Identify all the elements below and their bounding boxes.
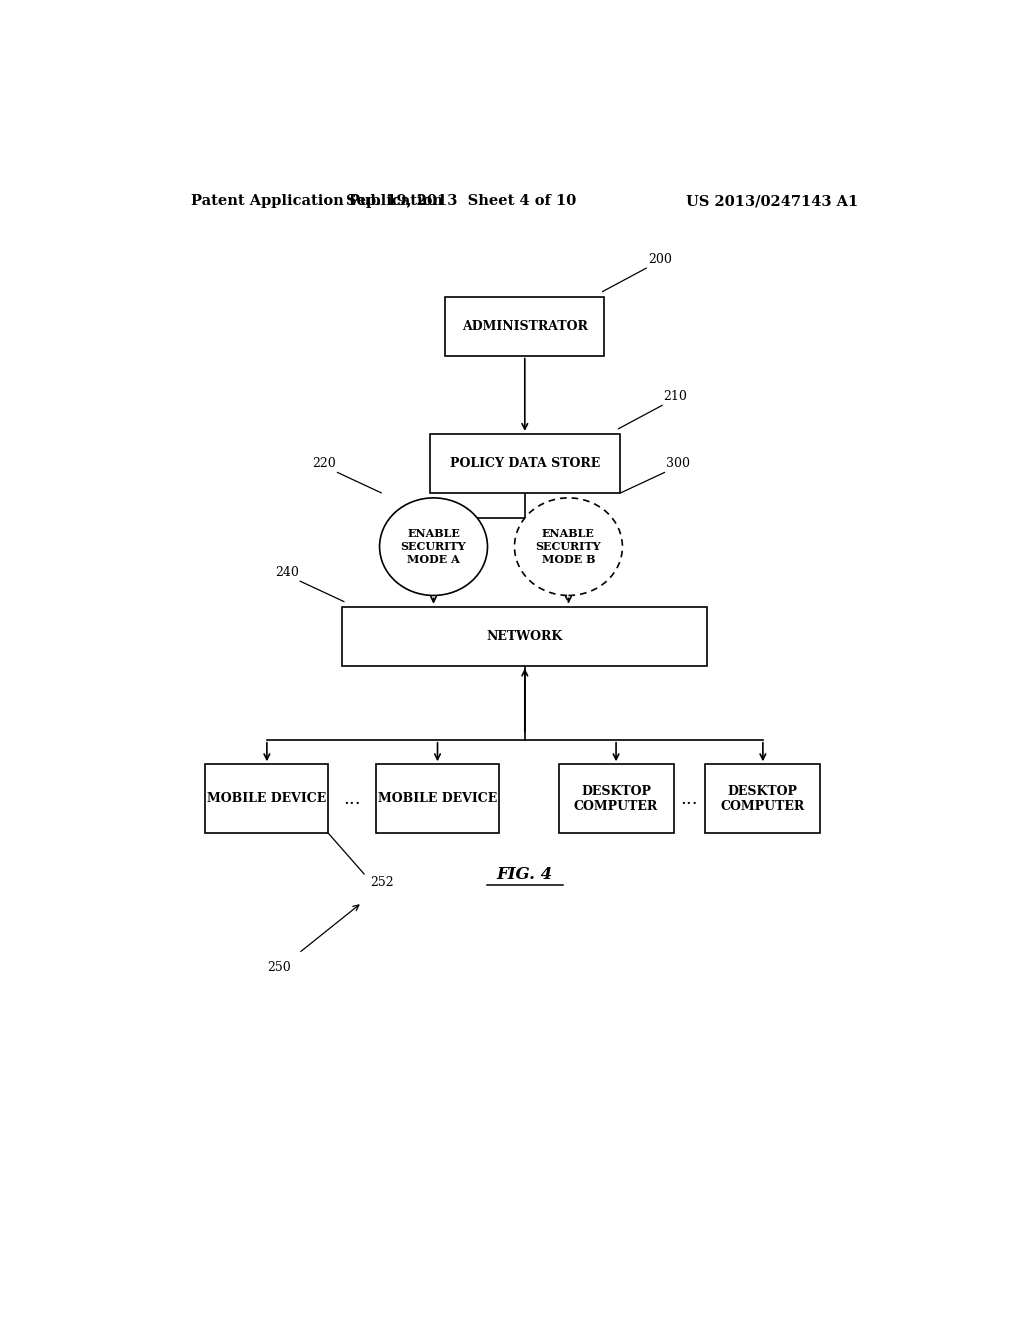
Text: ADMINISTRATOR: ADMINISTRATOR [462,319,588,333]
Text: MOBILE DEVICE: MOBILE DEVICE [207,792,327,805]
Bar [342,607,708,665]
Text: ENABLE
SECURITY
MODE B: ENABLE SECURITY MODE B [536,528,601,565]
Text: 252: 252 [371,876,394,888]
Text: NETWORK: NETWORK [486,630,563,643]
Text: 300: 300 [666,458,690,470]
Text: DESKTOP
COMPUTER: DESKTOP COMPUTER [721,784,805,813]
Text: 240: 240 [274,566,299,579]
Text: 210: 210 [664,391,687,404]
Bar [430,434,621,492]
Text: POLICY DATA STORE: POLICY DATA STORE [450,457,600,470]
Text: ...: ... [343,789,361,808]
Text: 250: 250 [267,961,291,974]
Text: Sep. 19, 2013  Sheet 4 of 10: Sep. 19, 2013 Sheet 4 of 10 [346,194,577,209]
Bar [206,764,329,833]
Text: ...: ... [681,789,698,808]
Text: Patent Application Publication: Patent Application Publication [191,194,443,209]
Text: ENABLE
SECURITY
MODE A: ENABLE SECURITY MODE A [400,528,466,565]
Ellipse shape [514,498,623,595]
Text: 220: 220 [312,458,336,470]
Bar [376,764,499,833]
Text: DESKTOP
COMPUTER: DESKTOP COMPUTER [573,784,658,813]
Bar [558,764,674,833]
Text: US 2013/0247143 A1: US 2013/0247143 A1 [686,194,858,209]
Text: FIG. 4: FIG. 4 [497,866,553,883]
Text: 200: 200 [648,253,672,267]
Bar [706,764,820,833]
Bar [445,297,604,355]
Ellipse shape [380,498,487,595]
Text: MOBILE DEVICE: MOBILE DEVICE [378,792,497,805]
